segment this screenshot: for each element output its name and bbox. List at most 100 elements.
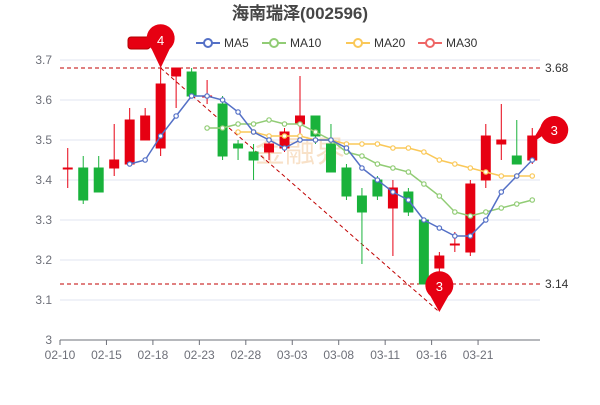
ma5-point bbox=[204, 93, 210, 99]
ma5-point bbox=[250, 129, 257, 135]
candle-body bbox=[62, 167, 73, 170]
y-tick-label: 3.3 bbox=[35, 213, 52, 227]
ma10-point bbox=[219, 125, 226, 131]
ma10-point bbox=[421, 181, 427, 187]
candle-body bbox=[248, 151, 259, 161]
marker-label: 3 bbox=[436, 279, 443, 294]
ma10-point bbox=[266, 117, 272, 123]
chart-legend: KMA5MA10MA20MA30 bbox=[127, 36, 478, 50]
extreme-markers: 4 3 3 bbox=[146, 24, 569, 312]
y-tick-label: 3.2 bbox=[35, 253, 52, 267]
ma5-point bbox=[235, 109, 241, 115]
ma20-point bbox=[436, 157, 443, 163]
legend-ma30-symbol bbox=[425, 38, 435, 48]
ma5-point bbox=[126, 161, 133, 167]
ma5-point bbox=[421, 217, 427, 223]
candle-body bbox=[325, 143, 336, 173]
ma5-point bbox=[513, 173, 520, 179]
ma10-point bbox=[390, 165, 396, 171]
ma5-point bbox=[452, 233, 458, 239]
ma5-point bbox=[173, 113, 179, 119]
ma10-point bbox=[452, 209, 458, 215]
reference-lines: 3.68 3.14 bbox=[60, 61, 569, 313]
ma5-point bbox=[328, 137, 334, 143]
y-tick-label: 3.7 bbox=[35, 53, 52, 67]
candle-body bbox=[434, 255, 445, 269]
ma10-point bbox=[359, 153, 365, 159]
ma5-point bbox=[312, 137, 319, 143]
reference-line-label: 3.68 bbox=[545, 61, 569, 75]
candles bbox=[62, 67, 538, 308]
candle-body bbox=[480, 135, 491, 181]
candle-body bbox=[511, 155, 522, 165]
ma10-point bbox=[250, 121, 257, 127]
x-tick-label: 03-21 bbox=[463, 348, 494, 362]
marker-pin bbox=[146, 24, 175, 69]
y-axis: 3 3.1 3.2 3.3 3.4 3.5 3.6 3.7 bbox=[35, 53, 52, 347]
ma5-point bbox=[374, 177, 381, 183]
ma10-point bbox=[483, 209, 489, 215]
y-tick-label: 3.5 bbox=[35, 133, 52, 147]
candle-body bbox=[264, 143, 275, 153]
x-tick-label: 02-23 bbox=[184, 348, 215, 362]
ma10-point bbox=[281, 121, 288, 127]
legend-ma10-symbol bbox=[269, 38, 279, 48]
ma5-point bbox=[467, 233, 474, 239]
ma5-point bbox=[529, 157, 536, 163]
ma10-point bbox=[513, 201, 520, 207]
reference-line-label: 3.14 bbox=[545, 277, 569, 291]
candle-body bbox=[449, 243, 460, 246]
moving-average-lines bbox=[126, 93, 536, 239]
ma5-point bbox=[359, 165, 365, 171]
candle-body bbox=[171, 67, 182, 77]
ma5-point bbox=[281, 145, 288, 151]
candle-body bbox=[341, 167, 352, 197]
ma20-point bbox=[452, 161, 458, 167]
y-tick-label: 3.4 bbox=[35, 173, 52, 187]
x-tick-label: 02-10 bbox=[45, 348, 76, 362]
ma5-point bbox=[297, 137, 303, 143]
candle-body bbox=[387, 187, 398, 209]
ma10-point bbox=[204, 125, 210, 131]
ma20-point bbox=[390, 145, 396, 151]
candle-body bbox=[93, 167, 104, 193]
ma10-line bbox=[207, 119, 533, 217]
candle-body bbox=[78, 167, 89, 201]
x-tick-label: 02-18 bbox=[138, 348, 169, 362]
ma5-point bbox=[436, 225, 443, 231]
candle-body bbox=[356, 195, 367, 213]
ma5-point bbox=[266, 137, 272, 143]
ma20-point bbox=[483, 169, 489, 175]
candle-body bbox=[155, 83, 166, 149]
candle-body bbox=[124, 119, 135, 165]
ma10-point bbox=[374, 161, 381, 167]
candle-body bbox=[310, 115, 321, 137]
ma20-point bbox=[359, 141, 365, 147]
marker-label: 4 bbox=[157, 33, 164, 48]
candle-body bbox=[496, 139, 507, 145]
ma20-point bbox=[421, 149, 427, 155]
ma20-point bbox=[529, 173, 536, 179]
ma5-point bbox=[157, 133, 164, 139]
x-tick-label: 03-16 bbox=[416, 348, 447, 362]
candle-body bbox=[233, 143, 244, 149]
ma5-point bbox=[343, 145, 350, 151]
ma20-point bbox=[498, 173, 505, 179]
marker-pin bbox=[540, 116, 569, 144]
marker-pin bbox=[425, 271, 454, 312]
ma5-point bbox=[219, 97, 226, 103]
ma5-point bbox=[498, 189, 505, 195]
ma10-point bbox=[436, 193, 443, 199]
legend-label-ma30: MA30 bbox=[446, 36, 478, 50]
candle-body bbox=[109, 159, 120, 169]
legend-ma5-symbol bbox=[203, 38, 213, 48]
legend-ma20-symbol bbox=[353, 38, 363, 48]
legend-label-ma10: MA10 bbox=[290, 36, 322, 50]
ma10-point bbox=[467, 213, 474, 219]
ma20-point bbox=[235, 129, 241, 135]
ma20-point bbox=[467, 165, 474, 171]
ma5-point bbox=[405, 197, 412, 203]
ma10-point bbox=[498, 205, 505, 211]
